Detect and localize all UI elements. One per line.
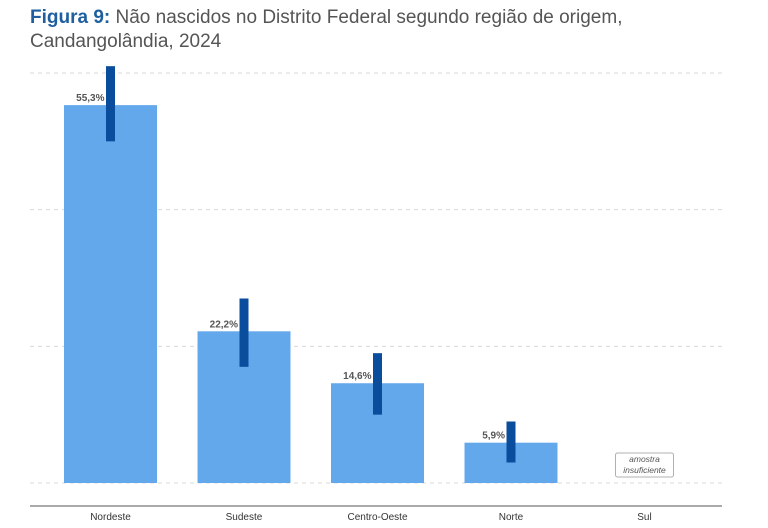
note-text-sul-0: amostra xyxy=(629,454,660,464)
category-label-sudeste: Sudeste xyxy=(226,512,263,523)
value-label-norte: 5,9% xyxy=(482,431,505,442)
value-label-centro-oeste: 14,6% xyxy=(343,371,371,382)
note-box-sul xyxy=(615,452,674,478)
value-label-sudeste: 22,2% xyxy=(210,319,238,330)
title-line-2: Candangolândia, 2024 xyxy=(30,31,222,52)
category-label-nordeste: Nordeste xyxy=(90,512,131,523)
error-bar-sudeste xyxy=(239,298,249,367)
title-text: Não nascidos no Distrito Federal segundo… xyxy=(115,7,623,28)
note-text-sul-1: insuficiente xyxy=(623,465,666,475)
category-label-sul: Sul xyxy=(637,512,651,523)
chart-title: Figura 9: Não nascidos no Distrito Feder… xyxy=(30,6,750,54)
figure-number: Figura 9: xyxy=(30,7,111,28)
error-bar-norte xyxy=(506,421,516,463)
category-label-centro-oeste: Centro-Oeste xyxy=(347,512,407,523)
value-label-nordeste: 55,3% xyxy=(76,93,104,104)
bar-nordeste xyxy=(64,105,157,483)
error-bar-centro-oeste xyxy=(373,353,382,415)
category-label-norte: Norte xyxy=(499,512,524,523)
error-bar-nordeste xyxy=(106,66,115,142)
